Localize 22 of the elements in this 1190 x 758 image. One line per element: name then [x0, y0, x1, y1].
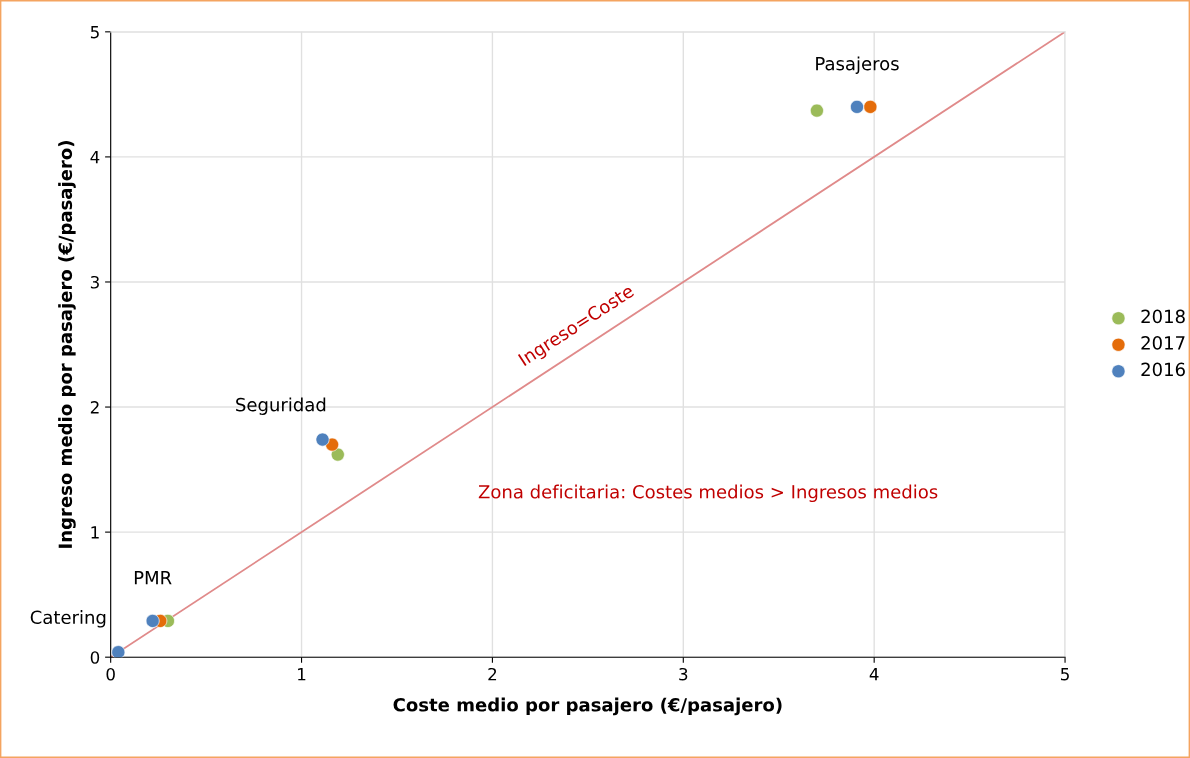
legend-label: 2017 [1141, 336, 1185, 350]
legend-label: 2018 [1141, 309, 1185, 324]
x-tick-label: 5 [1061, 668, 1069, 681]
y-tick-label: 2 [90, 401, 99, 414]
x-tick-label: 4 [869, 668, 879, 681]
y-tick-label: 3 [90, 275, 99, 289]
annotation: Seguridad [236, 397, 326, 415]
legend-label: 2016 [1141, 362, 1185, 377]
y-tick-label: 4 [90, 151, 100, 164]
annotation: Pasajeros [816, 56, 899, 74]
annotation: Zona deficitaria: Costes medios > Ingresos medios [478, 484, 938, 503]
x-tick-label: 3 [679, 667, 688, 681]
y-tick-label: 1 [91, 526, 99, 539]
x-tick-label: 2 [488, 667, 497, 681]
annotation: PMR [134, 571, 172, 585]
x-tick-label: 1 [298, 668, 306, 681]
y-axis-title: Ingreso medio por pasajero (€/pasajero) [58, 141, 76, 548]
y-tick-label: 5 [90, 26, 99, 39]
x-axis-title: Coste medio por pasajero (€/pasajero) [393, 697, 782, 716]
annotation: Catering [30, 610, 106, 628]
y-tick-label: 0 [90, 651, 100, 664]
x-tick-label: 0 [106, 667, 115, 681]
